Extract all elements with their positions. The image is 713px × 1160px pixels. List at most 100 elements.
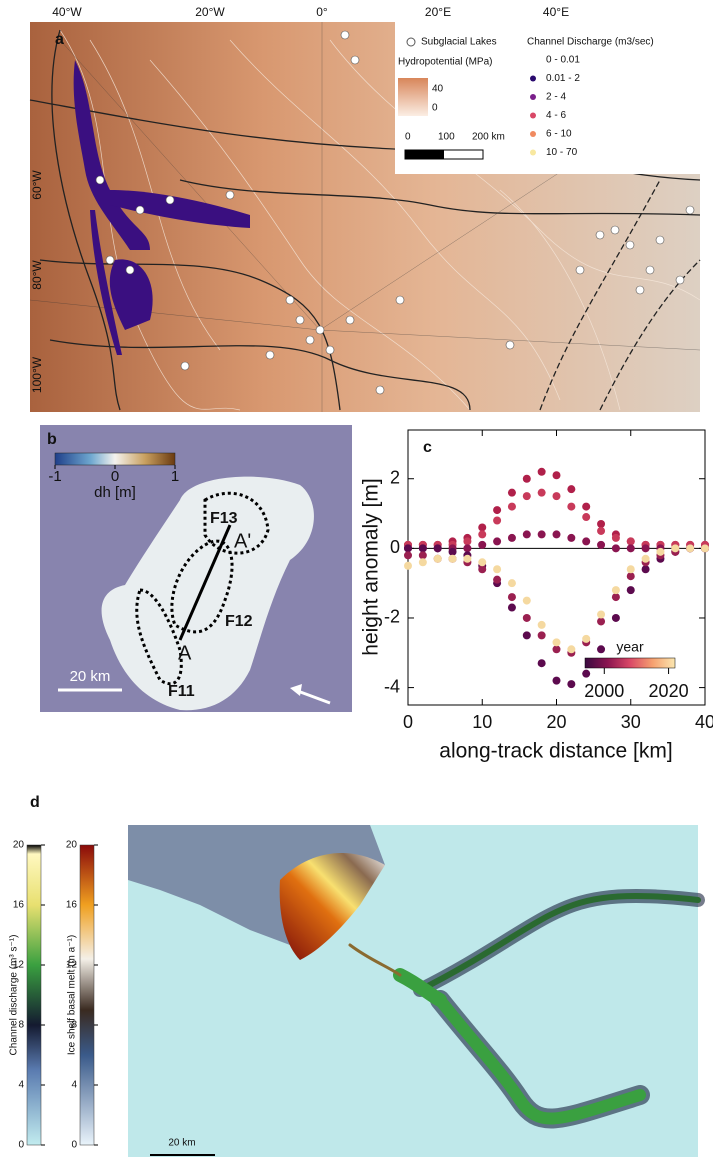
point [404, 544, 412, 553]
year-tick-label: 2020 [649, 681, 689, 701]
hydro-tick: 0 [432, 103, 438, 114]
point [537, 530, 546, 539]
point [478, 523, 487, 532]
point [597, 526, 606, 535]
scale-bar-half [405, 150, 444, 159]
lon-label: 0° [316, 5, 328, 19]
point-label: A [178, 642, 192, 664]
point [552, 492, 561, 501]
y-tick-label: 2 [390, 467, 400, 487]
point [671, 544, 680, 553]
melt-colorbar [79, 844, 95, 1146]
direction-arrow [294, 688, 331, 705]
discharge-colorbar [26, 844, 42, 1146]
class-swatch [530, 149, 536, 156]
point [507, 502, 516, 511]
point [404, 551, 412, 560]
point [656, 547, 665, 556]
point [626, 537, 635, 546]
point [641, 554, 650, 563]
point [567, 533, 576, 542]
point [597, 617, 606, 626]
scale-label: 0 [405, 132, 411, 143]
y-tick-label: -2 [384, 607, 400, 627]
point [478, 540, 487, 549]
discharge-channels [73, 60, 250, 355]
colorbar-tick-label: 4 [18, 1080, 24, 1091]
panel-label: b [47, 431, 57, 448]
point [478, 565, 487, 574]
panel-label: c [423, 439, 432, 456]
point [507, 593, 516, 602]
legend-box [395, 22, 700, 174]
feature-label: F13 [210, 510, 238, 527]
scale-label: 100 [438, 132, 455, 143]
lake-symbol [406, 37, 416, 47]
colorbar-tick-label: 0 [18, 1140, 24, 1151]
point [567, 645, 576, 654]
point [626, 572, 635, 581]
class-label: 0.01 - 2 [546, 73, 580, 84]
colorbar-tick-label: 20 [66, 840, 78, 851]
point [552, 676, 561, 685]
x-axis-title: along-track distance [km] [439, 740, 672, 763]
panel-b: F13 F12 F11 A A' dh [m] 20 km b [40, 425, 352, 712]
point [537, 467, 546, 476]
x-tick-label: 10 [472, 712, 492, 732]
point [418, 551, 427, 560]
point [433, 554, 442, 563]
dh-colorbar [54, 452, 176, 466]
x-tick-label: 0 [403, 712, 413, 732]
lon-label: 20°E [425, 5, 451, 19]
dh-swath [101, 476, 314, 711]
point [522, 474, 531, 483]
class-label: 0 - 0.01 [546, 55, 580, 66]
point [537, 488, 546, 497]
melt-title: Ice shelf basal melt (m a⁻¹) [67, 935, 78, 1055]
point [404, 561, 412, 570]
channels [348, 889, 705, 1129]
point [493, 565, 502, 574]
lakes-label: Subglacial Lakes [421, 37, 497, 48]
colorbar-tick-label: -1 [48, 468, 61, 485]
panel-d: d Channel discharge (m³ s⁻¹) Ice shelf b… [9, 794, 705, 1157]
point [433, 544, 442, 553]
scale-label: 200 km [472, 132, 505, 143]
feature-label: F12 [225, 613, 253, 630]
year-title: year [616, 639, 644, 655]
scale-label: 20 km [168, 1138, 195, 1149]
point [537, 659, 546, 668]
point [641, 565, 650, 574]
point [597, 610, 606, 619]
lat-label: 100°W [30, 356, 44, 393]
colorbar-tick-label: 0 [71, 1140, 77, 1151]
class-swatch [530, 131, 536, 137]
ice-shelf [279, 853, 385, 960]
point [567, 502, 576, 511]
point [611, 586, 620, 595]
point [507, 533, 516, 542]
class-label: 4 - 6 [546, 110, 566, 121]
lat-label: 60°W [30, 170, 44, 200]
point [522, 596, 531, 605]
class-label: 6 - 10 [546, 129, 572, 140]
point [626, 544, 635, 553]
point [537, 620, 546, 629]
scale-label: 20 km [70, 668, 111, 685]
point [567, 680, 576, 689]
class-label: 2 - 4 [546, 92, 566, 103]
point [597, 519, 606, 528]
point [582, 669, 591, 678]
point [611, 593, 620, 602]
discharge-title: Channel discharge (m³ s⁻¹) [9, 935, 20, 1056]
point [537, 631, 546, 640]
point [582, 634, 591, 643]
panel-label: a [55, 31, 64, 48]
point [522, 530, 531, 539]
colorbar-tick-label: 20 [13, 840, 25, 851]
point [552, 638, 561, 647]
point [493, 537, 502, 546]
colorbar-tick-label: 16 [66, 900, 78, 911]
point [507, 579, 516, 588]
